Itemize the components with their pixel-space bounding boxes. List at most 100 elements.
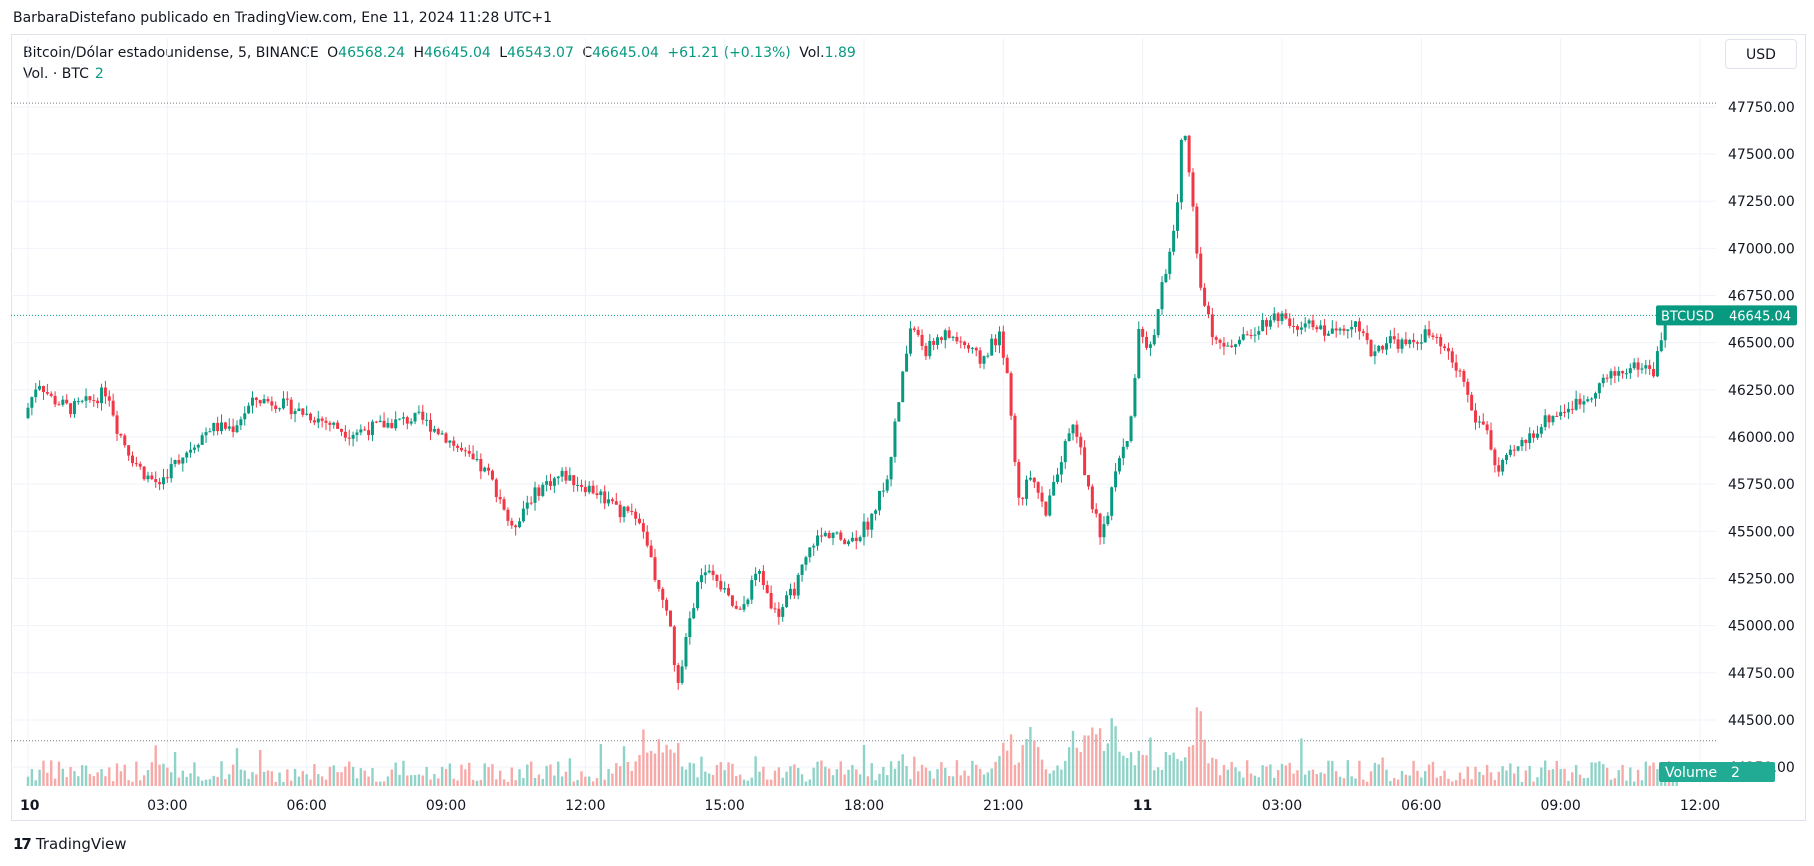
candle-body [413, 412, 417, 422]
candle-body [1001, 331, 1005, 358]
candle-body [1508, 449, 1512, 455]
volume-bar [994, 761, 997, 786]
volume-bar [611, 773, 614, 786]
tradingview-logo[interactable]: 17 TradingView [13, 835, 127, 853]
price-axis[interactable]: 44250.0044500.0044750.0045000.0045250.00… [1728, 100, 1795, 776]
volume-bar [297, 776, 301, 786]
candle-body [1415, 342, 1419, 344]
candle-body [1400, 339, 1404, 349]
candle-body [1539, 427, 1543, 434]
volume-bar [649, 750, 653, 786]
candle-body [1032, 477, 1036, 483]
candle-body [1265, 320, 1269, 327]
candle-body [982, 356, 986, 364]
symbol-description[interactable]: Bitcoin/Dólar estadounidense, 5, BINANCE [23, 45, 319, 61]
candle-body [1605, 377, 1609, 379]
open-value: 46568.24 [338, 45, 405, 61]
candle-body [1137, 328, 1141, 378]
candle-body [1628, 368, 1632, 374]
candle-body [185, 452, 189, 458]
y-tick-label: 46000.00 [1728, 430, 1795, 446]
volume-legend-label[interactable]: Vol. · BTC [23, 66, 89, 82]
volume-bar [808, 779, 812, 786]
candle-body [1234, 344, 1238, 347]
candle-body [1594, 393, 1597, 399]
y-tick-label: 47750.00 [1728, 100, 1795, 116]
currency-button[interactable]: USD [1725, 39, 1797, 69]
candle-body [444, 433, 448, 443]
volume-bar [827, 768, 831, 786]
candle-body [1493, 449, 1497, 466]
candle-body [897, 402, 901, 422]
candle-body [1361, 331, 1365, 334]
volume-bar [1505, 770, 1508, 786]
volume-bar [305, 774, 308, 786]
candle-body [595, 493, 599, 496]
volume-bar [375, 781, 378, 786]
candle-body [154, 479, 158, 483]
candle-body [796, 574, 800, 596]
volume-bar [537, 774, 541, 786]
candle-body [607, 499, 611, 504]
volume-bar [630, 770, 633, 786]
volume-bar [688, 762, 692, 786]
candle-body [1268, 320, 1272, 327]
volume-bar [475, 780, 479, 786]
high-low-markers [11, 102, 1716, 742]
volume-bar [1338, 776, 1342, 786]
volume-bar [1064, 760, 1067, 786]
volume-bar [317, 774, 320, 786]
candle-body [905, 353, 909, 372]
volume-bar [967, 775, 970, 786]
volume-bar [568, 758, 572, 786]
candlesticks [26, 134, 1679, 690]
volume-bar [38, 769, 41, 786]
volume-bar [181, 770, 185, 786]
candle-body [1206, 305, 1210, 315]
candle-body [429, 419, 433, 432]
volume-bar [1033, 740, 1036, 786]
volume-bar [580, 771, 583, 786]
volume-bar [1563, 768, 1566, 786]
x-tick-label: 12:00 [565, 798, 605, 814]
volume-bar [990, 768, 993, 786]
candle-body [1524, 439, 1528, 444]
candle-body [1477, 421, 1481, 423]
candle-body [723, 588, 727, 590]
candle-body [1412, 339, 1416, 343]
volume-bar [26, 776, 30, 786]
candle-body [134, 463, 138, 465]
candle-body [285, 398, 289, 400]
candle-body [703, 572, 707, 576]
low-label: L [499, 45, 508, 61]
volume-bar [135, 761, 138, 786]
volume-bar [634, 761, 637, 786]
volume-bar [692, 763, 695, 786]
volume-bar [700, 756, 703, 786]
candle-body [974, 347, 978, 351]
volume-bar [1261, 765, 1264, 786]
candle-body [494, 479, 498, 498]
volume-bar [916, 771, 920, 786]
y-tick-label: 45000.00 [1728, 619, 1795, 635]
last-price-tag-symbol: BTCUSD [1661, 309, 1714, 324]
volume-bar [1524, 770, 1528, 786]
volume-bar [1567, 780, 1570, 786]
volume-bar [1122, 755, 1125, 786]
volume-bar [193, 762, 196, 786]
candle-body [1462, 371, 1466, 382]
volume-bar [1029, 727, 1032, 786]
volume-bar [1625, 780, 1628, 786]
x-tick-label: 11 [1133, 798, 1152, 814]
candle-body [417, 411, 421, 413]
volume-bar [173, 751, 177, 786]
candle-body [572, 475, 576, 486]
volume-bar [1129, 752, 1133, 786]
candle-body [665, 599, 669, 611]
volume-bar [553, 775, 556, 786]
candle-body [1071, 424, 1075, 434]
volume-bar [433, 774, 436, 786]
time-axis[interactable]: 10 03:00 06:00 09:00 12:00 15:00 18:00 21:00 11 0… [20, 798, 1720, 814]
candle-body [343, 431, 347, 438]
